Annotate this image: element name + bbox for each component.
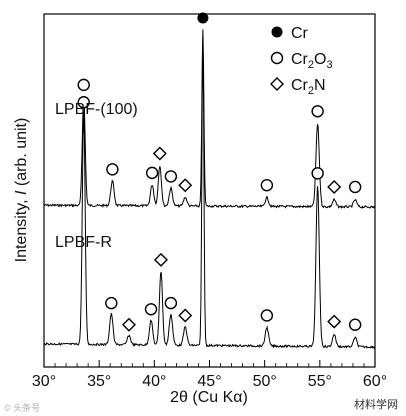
x-tick-label: 45° (197, 373, 221, 390)
peak-marker-open-circle (164, 170, 178, 183)
peak-marker-diamond (121, 317, 136, 332)
watermark-left: © 头条号 (4, 403, 41, 413)
x-ticks: 30° 35° 40° 45° 50° 55° 60° (32, 360, 387, 390)
peak-marker-diamond (327, 314, 342, 329)
peak-marker-diamond (153, 252, 168, 267)
legend-marker-cr2n (270, 77, 284, 91)
peak-marker-diamond (327, 179, 342, 194)
series-line-1 (43, 37, 376, 350)
peak-marker-open-circle (144, 303, 158, 316)
peak-marker-open-circle (106, 163, 119, 176)
series-label-lpbf-r: LPBF-R (55, 234, 112, 251)
y-axis-title-symbol: I (13, 190, 30, 195)
x-tick-label: 50° (253, 373, 277, 390)
peak-marker-open-circle (348, 318, 362, 331)
peak-marker-diamond (152, 146, 167, 161)
y-axis-title-prefix: Intensity, (13, 195, 30, 262)
series-label-lpbf-100: LPBF-(100) (55, 101, 138, 118)
y-axis-title-suffix: (arb. unit) (13, 118, 30, 191)
legend-cr2o3-sub1: 2 (308, 59, 314, 71)
legend-marker-cr2o3 (270, 51, 284, 65)
legend-label-cr: Cr (291, 25, 309, 42)
y-axis-title: Intensity, I (arb. unit) (13, 118, 30, 263)
legend-label-cr2o3: Cr2O3 (291, 51, 333, 71)
peak-marker-diamond (178, 178, 193, 193)
legend-cr2o3-part1: Cr (291, 51, 309, 68)
peak-marker-open-circle (77, 78, 90, 92)
peak-marker-open-circle (348, 180, 362, 194)
peak-marker-open-circle (260, 309, 274, 322)
x-tick-label: 60° (363, 373, 387, 390)
peak-marker-open-circle (311, 105, 324, 118)
legend-cr2n-part1: Cr (291, 77, 309, 94)
x-tick-label: 30° (32, 373, 56, 390)
peak-markers (77, 12, 362, 332)
legend-cr2o3-sub2: 3 (326, 59, 332, 71)
x-tick-label: 40° (142, 373, 166, 390)
peak-marker-open-circle (105, 296, 118, 310)
watermark-right: 材料学网 (354, 399, 398, 411)
legend-cr2n-part2: N (314, 77, 326, 94)
legend: Cr Cr2O3 Cr2N (270, 25, 333, 97)
peak-marker-open-circle (77, 96, 90, 109)
peak-marker-diamond (178, 308, 193, 323)
legend-marker-cr (271, 26, 283, 38)
peak-marker-open-circle (311, 167, 324, 180)
legend-label-cr2n: Cr2N (291, 77, 326, 97)
peak-marker-open-circle (260, 178, 274, 192)
legend-cr2o3-part2: O (314, 51, 326, 68)
legend-cr2n-sub1: 2 (308, 85, 314, 97)
x-tick-label: 55° (308, 373, 332, 390)
peak-marker-filled-circle (197, 12, 209, 24)
x-axis-title: 2θ (Cu Kα) (170, 389, 248, 406)
x-tick-label: 35° (87, 373, 111, 390)
peak-marker-open-circle (164, 296, 178, 310)
peak-marker-open-circle (145, 166, 159, 180)
